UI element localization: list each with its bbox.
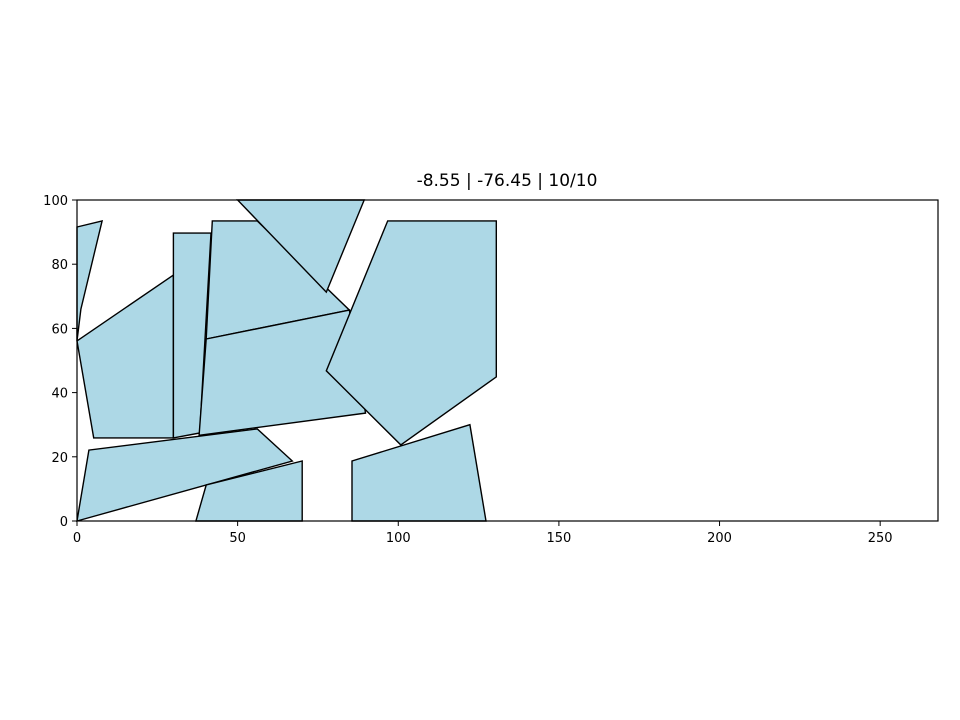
polygon-7 xyxy=(325,220,497,446)
x-tick-label: 100 xyxy=(386,531,411,546)
x-tick-label: 50 xyxy=(229,531,246,546)
x-tick-label: 200 xyxy=(707,531,732,546)
y-tick-label: 20 xyxy=(51,451,68,466)
x-tick-label: 0 xyxy=(73,531,81,546)
chart-title: -8.55 | -76.45 | 10/10 xyxy=(417,171,598,191)
x-tick-label: 250 xyxy=(868,531,893,546)
polygon-6 xyxy=(198,309,367,437)
y-tick-label: 80 xyxy=(51,258,68,273)
y-tick-label: 60 xyxy=(51,322,68,337)
plot-frame xyxy=(76,199,939,522)
y-tick-label: 0 xyxy=(60,515,68,530)
x-axis: 0 50 100 150 200 250 xyxy=(73,521,893,546)
y-axis: 0 20 40 60 80 100 xyxy=(43,194,77,530)
y-tick-label: 100 xyxy=(43,194,68,209)
y-tick-label: 40 xyxy=(51,387,68,402)
polygon-layer xyxy=(76,199,497,522)
x-tick-label: 150 xyxy=(546,531,571,546)
